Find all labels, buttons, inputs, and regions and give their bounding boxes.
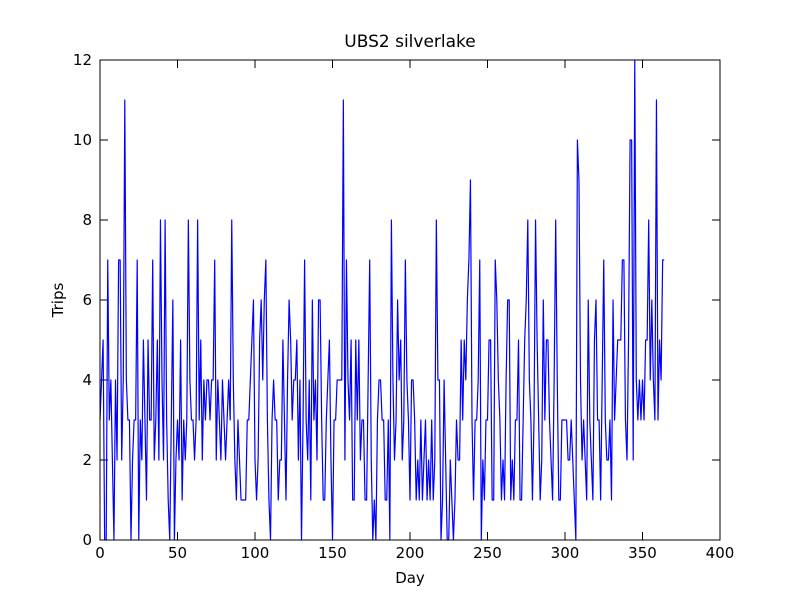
x-tick-label: 150 (318, 544, 347, 562)
x-tick-label: 350 (628, 544, 657, 562)
chart-title: UBS2 silverlake (344, 32, 475, 52)
y-tick-label: 6 (82, 291, 92, 309)
x-tick-label: 300 (551, 544, 580, 562)
plot-frame (99, 59, 721, 541)
x-tick-label: 250 (473, 544, 502, 562)
y-tick-label: 10 (73, 131, 92, 149)
x-tick-label: 0 (95, 544, 105, 562)
x-axis-label: Day (395, 569, 425, 587)
y-tick-label: 2 (82, 451, 92, 469)
x-tick-label: 50 (168, 544, 187, 562)
x-tick-label: 400 (706, 544, 735, 562)
y-tick-label: 0 (82, 531, 92, 549)
y-tick-label: 8 (82, 211, 92, 229)
y-tick-label: 4 (82, 371, 92, 389)
x-tick-label: 100 (241, 544, 270, 562)
y-axis-label: Trips (49, 283, 67, 319)
data-line (99, 59, 665, 541)
x-tick-label: 200 (396, 544, 425, 562)
y-tick-label: 12 (73, 51, 92, 69)
